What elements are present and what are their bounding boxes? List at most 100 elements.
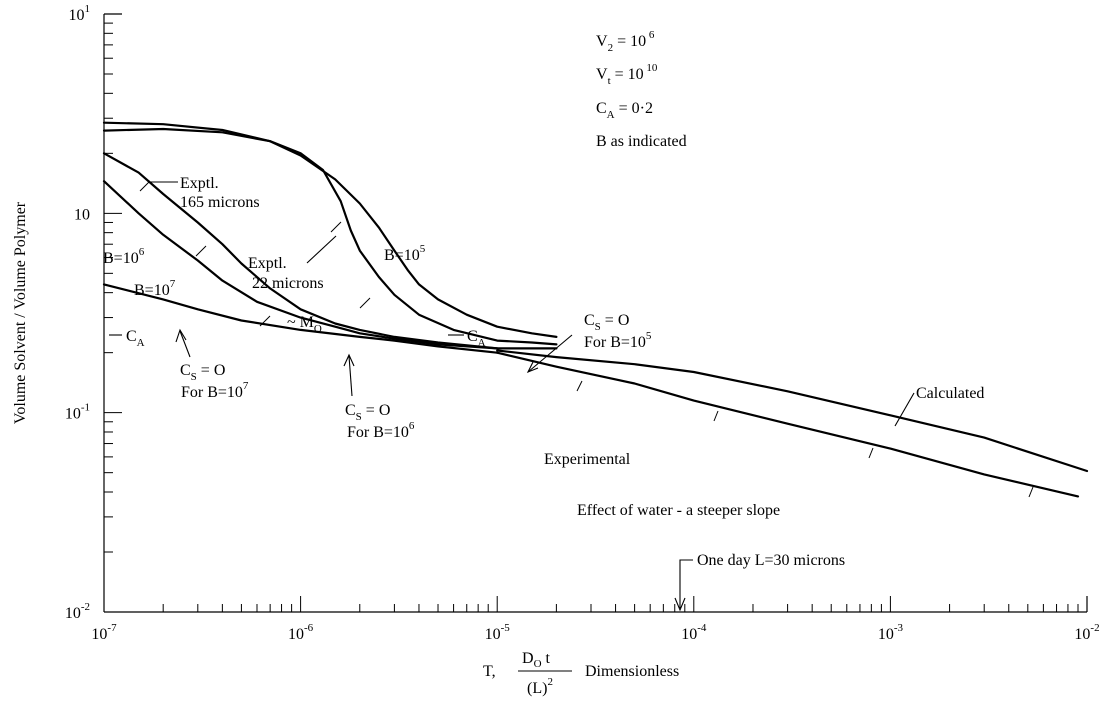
annot-cs-b1e7-arrow — [179, 330, 191, 358]
annot-cs-b1e7-sub: S — [191, 371, 197, 383]
annot-cs-b1e7-l2: For B=10 — [181, 384, 243, 401]
annot-one-day-leader — [679, 559, 693, 608]
x-tick-label-base: 10 — [288, 626, 304, 643]
legend-row-rest: = 10 — [611, 66, 644, 83]
x-label-numerator: DO t — [522, 650, 551, 670]
annot-cs-b1e5-l2: For B=10 — [584, 334, 646, 351]
y-tick-label-exp: -1 — [81, 402, 90, 414]
x-label-num-main: D — [522, 650, 534, 667]
annot-expt-165-l1: Exptl. — [180, 175, 219, 192]
annot-cs-b1e5-l2-sup: 5 — [646, 330, 652, 342]
annot-cs-b1e7-main: C — [180, 362, 191, 379]
annot-cs-b1e6-main: C — [345, 402, 356, 419]
annot-cs-b1e5-main: C — [584, 312, 595, 329]
curve-tick-mark — [359, 297, 371, 309]
annot-one-day-arrowhead — [674, 597, 686, 612]
curve-tick-mark — [1028, 486, 1034, 498]
annot-b1e5-sup: 5 — [420, 243, 426, 255]
annot-mo-sub: O — [314, 323, 322, 335]
x-label-den-sup: 2 — [547, 676, 553, 688]
annot-mo-main: ~ M — [287, 314, 314, 331]
x-label-prefix: T, — [483, 663, 496, 680]
x-tick-label-exp: -5 — [501, 622, 511, 634]
y-tick-label-base: 10 — [65, 406, 81, 423]
legend-row-rest: = 0·2 — [615, 100, 653, 117]
legend-row-main: V — [596, 33, 608, 50]
x-tick-label-base: 10 — [1074, 626, 1090, 643]
annot-b1e6-sup: 6 — [139, 246, 145, 258]
y-tick-label: 10-1 — [65, 402, 90, 423]
annot-expt-22-leader — [306, 235, 337, 264]
legend-row-sub: A — [607, 109, 615, 121]
annot-b1e5: B=105 — [384, 243, 426, 264]
x-tick-label: 10-6 — [288, 622, 314, 643]
annot-cs-b1e6-arrow — [348, 355, 353, 397]
x-tick-label: 10-7 — [91, 622, 117, 643]
y-axis-label: Volume Solvent / Volume Polymer — [12, 201, 29, 424]
series-expt165 — [102, 152, 558, 350]
x-tick-label-exp: -3 — [894, 622, 904, 634]
annot-cs-b1e6: CS = O For B=106 — [345, 402, 415, 441]
legend-row: Vt = 10 10 — [596, 62, 658, 87]
legend-row-sup: 6 — [646, 29, 655, 41]
annot-cs-b1e7-l2-sup: 7 — [243, 380, 249, 392]
annot-b1e6-main: B=10 — [103, 250, 139, 267]
annot-one-day: One day L=30 microns — [697, 552, 845, 569]
legend-row: CA = 0·2 — [596, 100, 653, 121]
annot-b1e6: B=106 — [103, 246, 145, 267]
y-axis-label-text: Volume Solvent / Volume Polymer — [12, 201, 29, 424]
annot-ca-right-sub: A — [478, 337, 486, 349]
annotations: Exptl. 165 microns Exptl. 22 microns B=105… — [103, 175, 984, 612]
annot-calculated-leader — [894, 392, 915, 427]
x-tick-label: 10-5 — [485, 622, 511, 643]
annot-expt-22-l1: Exptl. — [248, 255, 287, 272]
curve-tick-mark — [576, 380, 583, 392]
x-tick-label: 10-2 — [1074, 622, 1099, 643]
x-label-den-main: (L) — [527, 680, 547, 697]
annot-cs-b1e7-arrowhead — [175, 328, 187, 343]
x-label-num-tail: t — [542, 650, 551, 667]
series-b1e5 — [102, 121, 558, 338]
legend-row-sup: 10 — [644, 62, 658, 74]
legend-row-main: V — [596, 66, 608, 83]
legend-row-sub: t — [608, 75, 611, 87]
y-tick-label-base: 10 — [74, 206, 90, 223]
curve-tick-mark — [259, 315, 271, 327]
annot-cs-b1e6-arrowhead — [343, 353, 355, 367]
legend-row: B as indicated — [596, 133, 687, 150]
x-tick-label: 10-4 — [681, 622, 707, 643]
annot-mo: ~ MO — [287, 314, 322, 335]
legend-row: V2 = 10 6 — [596, 29, 655, 54]
series-calculated — [496, 349, 1089, 473]
y-tick-label-base: 10 — [69, 7, 85, 24]
curve-tick-mark — [195, 245, 207, 257]
annot-ca-left: CA — [126, 328, 145, 349]
curve-tick-mark — [868, 447, 874, 459]
x-label-num-sub: O — [534, 658, 542, 670]
x-tick-label: 10-3 — [878, 622, 904, 643]
annot-cs-b1e5-rest: = O — [601, 312, 630, 329]
curve-tick-mark — [713, 410, 719, 422]
y-tick-label: 10 — [74, 206, 90, 223]
x-tick-label-exp: -7 — [107, 622, 117, 634]
annot-b1e5-main: B=10 — [384, 247, 420, 264]
annot-expt-22: Exptl. 22 microns — [248, 255, 324, 292]
curve-tick-mark — [139, 180, 151, 192]
y-tick-label: 10-2 — [65, 601, 90, 622]
curves — [102, 121, 1089, 498]
annot-expt-22-l2: 22 microns — [252, 275, 324, 292]
annot-cs-b1e6-rest: = O — [362, 402, 391, 419]
x-tick-label-base: 10 — [681, 626, 697, 643]
annot-ca-left-main: C — [126, 328, 137, 345]
y-tick-label-base: 10 — [65, 605, 81, 622]
y-tick-label-exp: 1 — [85, 3, 91, 15]
series-b1e7 — [102, 283, 499, 354]
series-experimental — [496, 351, 1080, 498]
annot-calculated: Calculated — [916, 385, 984, 402]
y-tick-label-exp: -2 — [81, 601, 90, 613]
x-tick-label-base: 10 — [878, 626, 894, 643]
annot-experimental: Experimental — [544, 451, 631, 468]
